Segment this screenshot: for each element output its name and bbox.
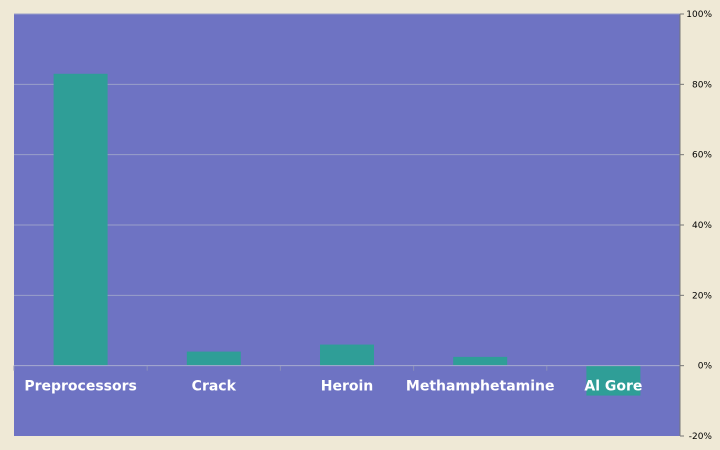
bar xyxy=(186,351,241,366)
category-label: Methamphetamine xyxy=(406,379,555,395)
y-tick-label: 80% xyxy=(692,80,712,90)
y-tick-label: -20% xyxy=(689,432,713,442)
category-label: Crack xyxy=(192,379,237,395)
y-tick-label: 40% xyxy=(692,221,712,231)
y-tick-label: 100% xyxy=(686,10,712,20)
bar xyxy=(586,365,641,396)
bar xyxy=(53,73,108,366)
category-label: Preprocessors xyxy=(24,379,137,395)
category-label: Al Gore xyxy=(584,379,642,395)
y-tick-label: 60% xyxy=(692,151,712,161)
y-tick-label: 0% xyxy=(698,362,713,372)
bar xyxy=(453,356,508,366)
category-labels: Preprocessors Crack Heroin Methamphetamine A… xyxy=(24,379,642,395)
gridlines xyxy=(14,13,680,296)
bars xyxy=(53,73,641,396)
y-tick-label: 20% xyxy=(692,291,712,301)
bar xyxy=(320,344,374,366)
category-label: Heroin xyxy=(321,379,374,395)
y-axis-tick-labels: 100% 80% 60% 40% 20% 0% -20% xyxy=(680,10,712,442)
